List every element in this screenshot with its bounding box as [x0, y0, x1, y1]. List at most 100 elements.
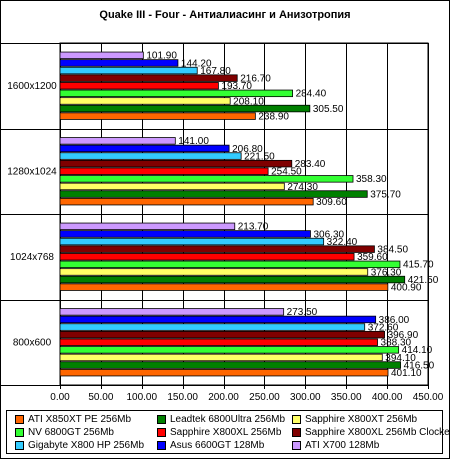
data-label: 384.50	[377, 244, 408, 255]
legend-label: ATI X850XT PE 256Mb	[28, 414, 132, 425]
category-label: 1024x768	[10, 252, 54, 263]
bar	[59, 323, 366, 331]
bar	[59, 66, 198, 75]
data-label: 372.60	[368, 322, 399, 333]
x-tick-label: 100.00	[126, 392, 157, 403]
bar	[59, 275, 406, 284]
data-label: 322.40	[327, 237, 358, 248]
bar	[59, 89, 293, 98]
x-tick-label: 150.00	[167, 392, 198, 403]
bar	[59, 175, 354, 183]
bar	[59, 308, 285, 316]
category-label: 800x600	[13, 337, 52, 348]
x-tick-label: 200.00	[208, 392, 239, 403]
data-label: 375.70	[370, 189, 401, 200]
legend-item: Asus 6600GT 128Mb	[157, 439, 264, 452]
data-label: 213.70	[238, 222, 269, 233]
data-label: 144.20	[181, 58, 212, 69]
data-label: 193.70	[221, 81, 252, 92]
bar	[59, 361, 402, 369]
legend-label: Sapphire X800XT 256Mb	[305, 414, 418, 425]
bar	[59, 104, 311, 113]
bar	[59, 330, 385, 339]
data-label: 359.60	[357, 252, 388, 263]
legend-swatch	[157, 415, 166, 424]
bar	[59, 159, 293, 168]
bar	[59, 74, 238, 82]
legend-swatch	[292, 428, 301, 437]
bar	[59, 144, 230, 153]
data-label: 358.30	[356, 174, 387, 185]
legend-item: Sapphire X800XL 256Mb	[157, 426, 281, 439]
data-label: 283.40	[295, 159, 326, 170]
legend-item: ATI X850XT PE 256Mb	[15, 413, 131, 426]
bar	[59, 152, 242, 160]
bar	[59, 283, 389, 291]
data-label: 414.10	[402, 345, 433, 356]
chart-title: Quake III - Four - Антиалиасинг и Анизот…	[99, 9, 350, 21]
bar	[59, 245, 375, 253]
bar	[59, 353, 383, 362]
data-label: 421.50	[408, 275, 439, 286]
x-tick-label: 450.00	[413, 392, 444, 403]
category-label: 1280x1024	[7, 166, 57, 177]
data-label: 208.10	[233, 96, 264, 107]
legend-label: Asus 6600GT 128Mb	[170, 440, 265, 451]
bar	[59, 59, 179, 67]
legend-label: Sapphire X800XL 256Mb	[170, 427, 282, 438]
bar	[59, 167, 269, 175]
bar	[59, 182, 285, 191]
bar	[59, 315, 377, 324]
bar	[59, 112, 256, 120]
legend-item: NV 6800GT 256Mb	[15, 426, 114, 439]
bar	[59, 51, 144, 60]
legend-swatch	[157, 441, 166, 450]
bar	[59, 260, 401, 269]
x-tick-label: 0.00	[50, 392, 70, 403]
legend-item: ATI X700 128Mb	[292, 439, 379, 452]
bar	[59, 97, 231, 105]
data-label: 305.50	[313, 104, 344, 115]
data-label: 206.80	[232, 144, 263, 155]
data-label: 306.30	[313, 229, 344, 240]
data-label: 216.70	[240, 73, 271, 84]
x-tick-label: 250.00	[249, 392, 280, 403]
data-label: 309.60	[316, 197, 347, 208]
x-tick-label: 300.00	[290, 392, 321, 403]
legend-item: Sapphire X800XL 256Mb Clocked	[292, 426, 450, 439]
legend-label: NV 6800GT 256Mb	[28, 427, 114, 438]
data-label: 394.10	[385, 353, 416, 364]
data-label: 221.50	[244, 151, 275, 162]
data-label: 416.50	[404, 360, 435, 371]
bar	[59, 197, 314, 206]
bars: 238.90 309.60 400.90 401.10 305.50 375.70 421.…	[59, 51, 439, 379]
data-label: 238.90	[258, 111, 289, 122]
bar	[59, 222, 236, 231]
bar	[59, 253, 355, 261]
legend-label: Leadtek 6800Ultra 256Mb	[170, 414, 286, 425]
bar	[59, 368, 389, 377]
data-label: 376.30	[371, 267, 402, 278]
data-label: 401.10	[391, 368, 422, 379]
x-tick-label: 400.00	[372, 392, 403, 403]
bar	[59, 268, 369, 276]
data-label: 141.00	[178, 136, 209, 147]
data-label: 400.90	[391, 282, 422, 293]
bar	[59, 237, 325, 246]
legend-swatch	[15, 441, 24, 450]
x-tick-label: 350.00	[331, 392, 362, 403]
legend-swatch	[15, 415, 24, 424]
legend-item: Gigabyte X800 HP 256Mb	[15, 439, 144, 452]
legend-swatch	[157, 428, 166, 437]
legend-item: Leadtek 6800Ultra 256Mb	[157, 413, 285, 426]
data-label: 415.70	[403, 260, 434, 271]
legend-swatch	[292, 415, 301, 424]
data-label: 273.50	[287, 307, 318, 318]
legend-label: Sapphire X800XL 256Mb Clocked	[305, 427, 450, 438]
legend-label: Gigabyte X800 HP 256Mb	[28, 440, 145, 451]
legend-swatch	[292, 441, 301, 450]
data-label: 396.90	[388, 330, 419, 341]
bar	[59, 230, 311, 238]
bar	[59, 346, 400, 354]
